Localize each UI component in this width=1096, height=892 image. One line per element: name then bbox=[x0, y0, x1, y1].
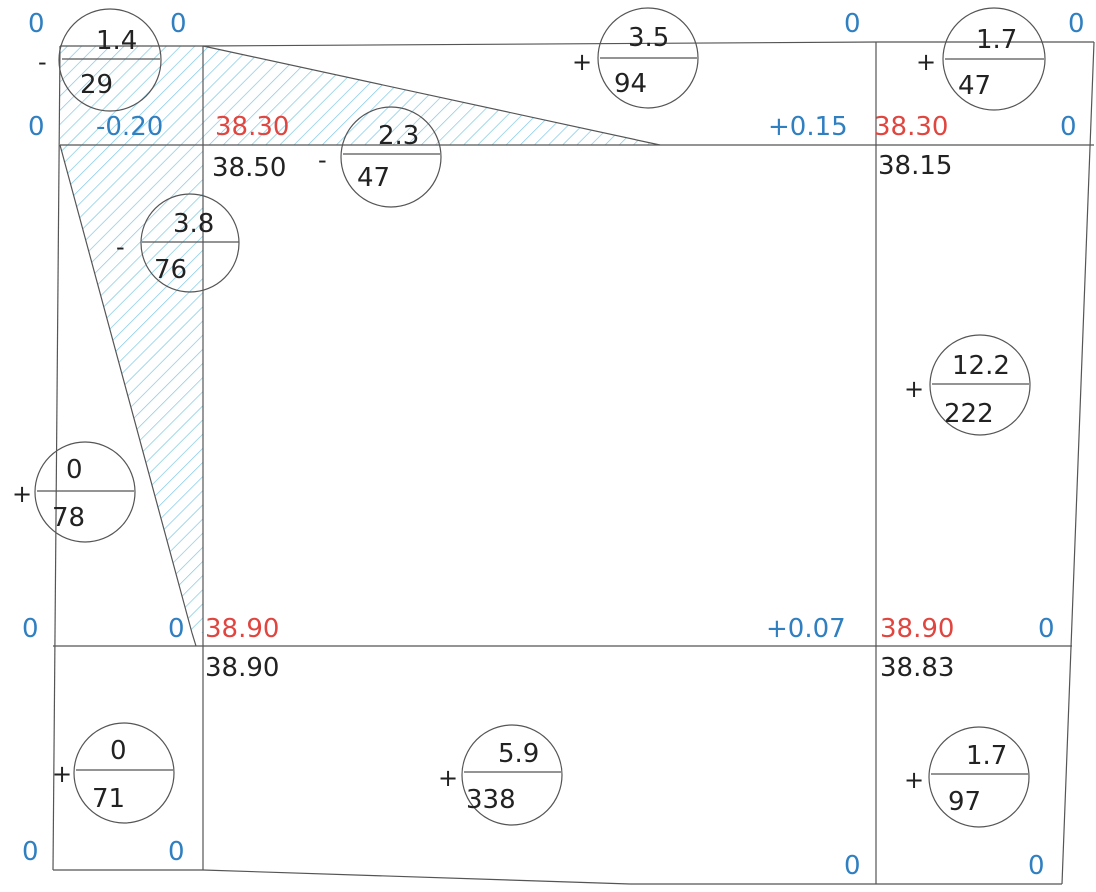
fraction-sign: + bbox=[52, 760, 72, 788]
zero-marker: 0 bbox=[844, 9, 861, 39]
zero-marker: 0 bbox=[170, 9, 187, 39]
fraction-area: 76 bbox=[154, 255, 187, 285]
fraction-volume: 0 bbox=[66, 455, 83, 485]
fraction-cell-2: + 3.5 94 bbox=[572, 7, 699, 109]
zero-marker: 0 bbox=[1028, 851, 1045, 881]
fraction-volume: 12.2 bbox=[952, 351, 1010, 381]
cut-fill-value: +0.15 bbox=[768, 112, 848, 142]
existing-level: 38.90 bbox=[205, 653, 279, 683]
fraction-area: 47 bbox=[958, 71, 991, 101]
zero-marker: 0 bbox=[168, 837, 185, 867]
fraction-area: 94 bbox=[614, 69, 647, 99]
zero-markers: 0 0 0 0 0 0 0 0 0 0 0 0 0 bbox=[22, 9, 1085, 881]
fraction-volume: 5.9 bbox=[498, 739, 539, 769]
zero-marker: 0 bbox=[1060, 112, 1077, 142]
design-level: 38.90 bbox=[880, 614, 954, 644]
fraction-volume: 1.7 bbox=[976, 25, 1017, 55]
fraction-sign: + bbox=[572, 48, 592, 76]
fraction-sign: - bbox=[318, 146, 327, 174]
existing-levels: 38.50 38.15 38.90 38.83 bbox=[205, 151, 954, 683]
fraction-area: 97 bbox=[948, 787, 981, 817]
zero-marker: 0 bbox=[28, 112, 45, 142]
cut-zone-top-left bbox=[60, 46, 203, 145]
fraction-cell-3: + 1.7 47 bbox=[916, 7, 1046, 111]
fraction-area: 222 bbox=[944, 399, 994, 429]
fraction-volume: 3.8 bbox=[173, 209, 214, 239]
zero-marker: 0 bbox=[22, 614, 39, 644]
design-level: 38.30 bbox=[874, 112, 948, 142]
cut-fill-value: +0.07 bbox=[766, 614, 846, 644]
fraction-cell-6: + 12.2 222 bbox=[904, 334, 1031, 436]
design-levels: 38.30 38.30 38.90 38.90 bbox=[205, 112, 954, 644]
cut-zone-left bbox=[60, 145, 203, 633]
fraction-cell-10: + 1.7 97 bbox=[904, 726, 1030, 828]
fraction-volume: 0 bbox=[110, 736, 127, 766]
fraction-area: 338 bbox=[466, 785, 516, 815]
existing-level: 38.83 bbox=[880, 653, 954, 683]
fraction-sign: + bbox=[904, 375, 924, 403]
fraction-sign: + bbox=[916, 48, 936, 76]
fraction-sign: - bbox=[38, 48, 47, 76]
cut-fill-values: -0.20 +0.15 +0.07 bbox=[96, 112, 848, 644]
zero-marker: 0 bbox=[844, 851, 861, 881]
zero-marker: 0 bbox=[22, 837, 39, 867]
design-level: 38.30 bbox=[215, 112, 289, 142]
grid-lines bbox=[52, 41, 1095, 885]
fraction-sign: + bbox=[438, 764, 458, 792]
design-level: 38.90 bbox=[205, 614, 279, 644]
cut-fill-value: -0.20 bbox=[96, 112, 163, 142]
zero-marker: 0 bbox=[1038, 614, 1055, 644]
fraction-cell-8: + 0 71 bbox=[52, 722, 175, 824]
zero-marker: 0 bbox=[1068, 9, 1085, 39]
fraction-area: 78 bbox=[52, 503, 85, 533]
zero-marker: 0 bbox=[168, 614, 185, 644]
fraction-area: 47 bbox=[357, 163, 390, 193]
fraction-cell-5: - 3.8 76 bbox=[116, 193, 240, 293]
fraction-volume: 2.3 bbox=[378, 121, 419, 151]
fraction-sign: - bbox=[116, 233, 125, 261]
existing-level: 38.50 bbox=[212, 153, 286, 183]
fraction-area: 29 bbox=[80, 70, 113, 100]
existing-level: 38.15 bbox=[878, 151, 952, 181]
fraction-cell-4: - 2.3 47 bbox=[318, 106, 442, 208]
fraction-cell-7: + 0 78 bbox=[12, 441, 136, 543]
fraction-cell-9: + 5.9 338 bbox=[438, 724, 563, 826]
fraction-area: 71 bbox=[92, 784, 125, 814]
zero-marker: 0 bbox=[28, 9, 45, 39]
fraction-sign: + bbox=[12, 480, 32, 508]
fraction-volume: 3.5 bbox=[628, 23, 669, 53]
fraction-volume: 1.4 bbox=[96, 26, 137, 56]
fraction-volume: 1.7 bbox=[966, 741, 1007, 771]
fraction-sign: + bbox=[904, 766, 924, 794]
fraction-cell-1: - 1.4 29 bbox=[38, 8, 162, 112]
